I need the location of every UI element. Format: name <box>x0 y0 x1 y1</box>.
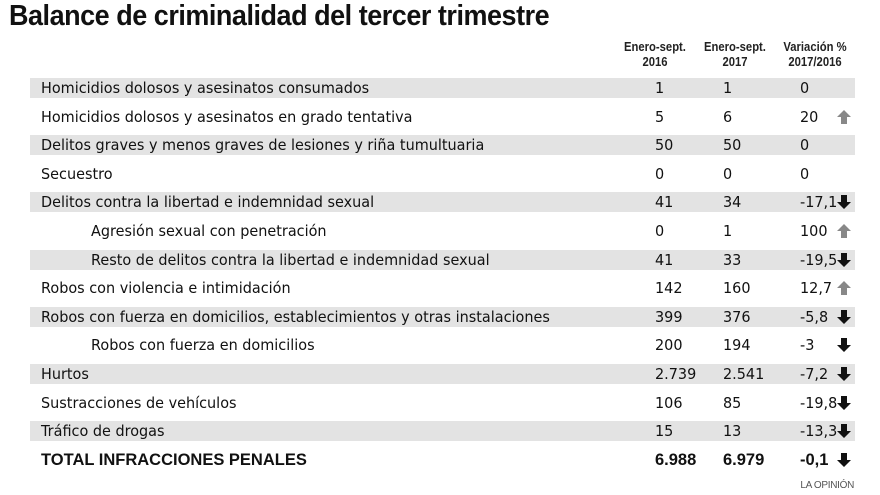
arrow-up-icon <box>837 109 851 124</box>
table-row: Delitos graves y menos graves de lesione… <box>30 135 855 156</box>
column-header-2017: Enero-sept. 2017 <box>696 40 773 70</box>
value-2016: 5 <box>655 107 665 126</box>
value-2017: 6 <box>723 107 733 126</box>
row-label: Sustracciones de vehículos <box>41 393 237 412</box>
arrow-down-icon <box>837 338 851 353</box>
value-2016: 41 <box>655 193 674 212</box>
row-label: Robos con fuerza en domicilios, establec… <box>41 307 550 326</box>
value-2016: 142 <box>655 279 683 298</box>
row-label: Delitos graves y menos graves de lesione… <box>41 136 485 155</box>
value-2017: 1 <box>723 222 733 240</box>
column-header-variation: Variación % 2017/2016 <box>775 40 856 70</box>
value-2017: 2.541 <box>723 365 765 383</box>
value-2016: 1 <box>655 79 665 97</box>
value-2017: 50 <box>723 136 742 155</box>
value-2016: 50 <box>655 136 674 155</box>
value-2016: 15 <box>655 422 674 441</box>
row-label: Agresión sexual con penetración <box>91 222 327 240</box>
value-2017: 160 <box>723 279 751 298</box>
row-label: Homicidios dolosos y asesinatos en grado… <box>41 107 413 126</box>
row-label: TOTAL INFRACCIONES PENALES <box>41 450 307 469</box>
variation-value: 0 <box>800 136 810 155</box>
arrow-up-icon <box>837 281 851 296</box>
value-2017: 13 <box>723 422 742 441</box>
value-2017: 85 <box>723 393 742 412</box>
variation-value: -0,1 <box>800 450 829 469</box>
table-row: Tráfico de drogas 15 13 -13,3 <box>30 421 855 442</box>
value-2017: 376 <box>723 307 751 326</box>
value-2016: 0 <box>655 222 665 240</box>
page-title: Balance de criminalidad del tercer trime… <box>9 0 550 32</box>
credit: LA OPINIÓN <box>800 480 854 491</box>
column-header-line1: Variación % <box>783 40 847 54</box>
value-2017: 194 <box>723 336 751 355</box>
variation-value: 100 <box>800 222 828 240</box>
value-2016: 2.739 <box>655 365 697 383</box>
table-row: Hurtos 2.739 2.541 -7,2 <box>30 364 855 384</box>
row-label: Hurtos <box>41 365 89 383</box>
table-row: Delitos contra la libertad e indemnidad … <box>30 192 855 213</box>
value-2016: 200 <box>655 336 683 355</box>
row-label: Resto de delitos contra la libertad e in… <box>91 250 490 269</box>
row-label: Secuestro <box>41 164 113 183</box>
table-row: Robos con violencia e intimidación 142 160… <box>30 278 855 298</box>
column-header-line2: 2016 <box>642 55 668 69</box>
value-2016: 399 <box>655 307 683 326</box>
row-label: Delitos contra la libertad e indemnidad … <box>41 193 375 212</box>
table-row: Sustracciones de vehículos 106 85 -19,8 <box>30 393 855 413</box>
value-2016: 6.988 <box>655 450 697 469</box>
variation-value: 12,7 <box>800 279 833 298</box>
table-row: Robos con fuerza en domicilios, establec… <box>30 306 855 327</box>
column-header-line2: 2017 <box>722 55 748 69</box>
table-row: Homicidios dolosos y asesinatos en grado… <box>30 107 855 127</box>
variation-value: 0 <box>800 164 810 183</box>
arrow-down-icon <box>837 452 851 467</box>
variation-value: -17,1 <box>800 193 838 212</box>
column-header-line1: Enero-sept. <box>704 40 766 54</box>
value-2017: 34 <box>723 193 742 212</box>
arrow-down-icon <box>837 367 851 381</box>
table-row: Agresión sexual con penetración 0 1 100 <box>30 221 855 241</box>
value-2017: 33 <box>723 250 742 269</box>
column-header-line1: Enero-sept. <box>624 40 686 54</box>
value-2017: 1 <box>723 79 733 97</box>
row-label: Robos con violencia e intimidación <box>41 279 291 298</box>
column-header-2016: Enero-sept. 2016 <box>616 40 693 70</box>
variation-value: 0 <box>800 79 810 97</box>
value-2016: 106 <box>655 393 683 412</box>
row-label: Tráfico de drogas <box>41 422 165 441</box>
value-2017: 0 <box>723 164 733 183</box>
arrow-down-icon <box>837 424 851 439</box>
table-row: Resto de delitos contra la libertad e in… <box>30 249 855 270</box>
variation-value: -19,5 <box>800 250 838 269</box>
value-2016: 0 <box>655 164 665 183</box>
column-header-line2: 2017/2016 <box>788 55 842 69</box>
arrow-down-icon <box>837 309 851 324</box>
value-2016: 41 <box>655 250 674 269</box>
variation-value: -7,2 <box>800 365 829 383</box>
arrow-down-icon <box>837 195 851 210</box>
total-row: TOTAL INFRACCIONES PENALES 6.988 6.979 -0,1 <box>30 450 855 470</box>
row-label: Homicidios dolosos y asesinatos consumad… <box>41 79 370 97</box>
variation-value: -13,3 <box>800 422 838 441</box>
variation-value: -3 <box>800 336 815 355</box>
arrow-down-icon <box>837 252 851 267</box>
variation-value: -5,8 <box>800 307 829 326</box>
row-label: Robos con fuerza en domicilios <box>91 336 315 355</box>
variation-value: 20 <box>800 107 819 126</box>
variation-value: -19,8 <box>800 393 838 412</box>
table-row: Secuestro 0 0 0 <box>30 164 855 184</box>
value-2017: 6.979 <box>723 450 765 469</box>
table-row: Homicidios dolosos y asesinatos consumad… <box>30 78 855 98</box>
arrow-up-icon <box>837 224 851 238</box>
arrow-down-icon <box>837 395 851 410</box>
table-row: Robos con fuerza en domicilios 200 194 -3 <box>30 335 855 355</box>
